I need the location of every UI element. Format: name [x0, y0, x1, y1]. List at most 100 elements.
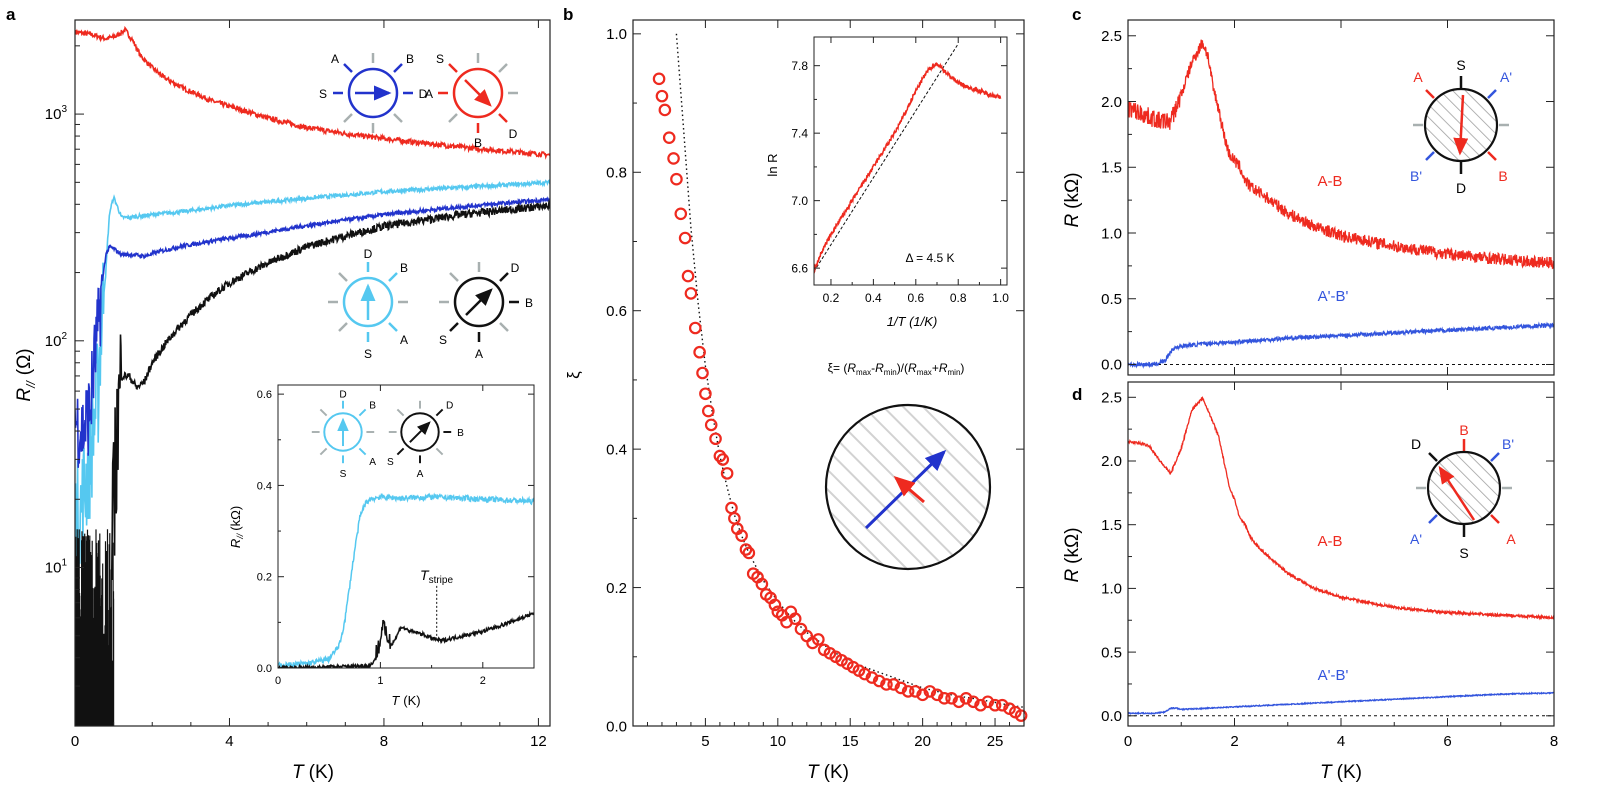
y-tick-label: 0.5: [1101, 291, 1122, 308]
x-tick-label: 0: [1124, 733, 1132, 750]
panel-b-yticks: 0.0 0.2 0.4 0.6 0.8 1.0: [606, 26, 1024, 735]
x-tick-label: 10: [769, 733, 786, 750]
x-tick-label: 2: [1230, 733, 1238, 750]
panel-b-data-point: [988, 698, 1002, 712]
panel-b-data-point: [662, 131, 676, 144]
panel-c-series-ab: [1128, 39, 1554, 270]
panel-a-series-black-noise: [75, 529, 115, 726]
panel-a-inset-ylabel: R//(kΩ): [228, 506, 245, 548]
panel-b-data-point: [713, 449, 727, 463]
y-tick-label: 0.8: [606, 165, 627, 182]
panel-b-inset-xlabel: 1/T (1/K): [887, 314, 938, 329]
panel-c-series-label-ab: A-B: [1317, 173, 1342, 190]
panel-a-yticks: 103 102 101: [45, 45, 84, 687]
panel-label-d: d: [1072, 385, 1082, 404]
panel-a-inset-yticks: 0.0 0.2 0.4 0.6: [257, 389, 534, 675]
panel-b-data-point: [894, 681, 908, 695]
diagram-a-blue-label-b: B: [406, 52, 414, 66]
nematic-director-arrow: [893, 476, 925, 504]
panel-c-series-label-apbp: A'-B': [1318, 288, 1349, 305]
panel-c: 0.0 0.5 1.0 1.5 2.0 2.5 R(kΩ) A-B A'-B' S A A…: [1062, 19, 1555, 376]
diagram-a-lightblue-label-d: D: [364, 247, 373, 261]
x-tick-label: 0: [275, 675, 281, 687]
diagram-c-label-d: D: [1456, 180, 1466, 196]
panel-a-frame: [74, 19, 551, 727]
y-tick-label: 1.0: [606, 26, 627, 43]
panel-a-xticks: 0 4 8 12: [71, 20, 547, 750]
panel-d-series-label-apbp: A'-B': [1318, 667, 1349, 684]
diagram-a-black: D B S A: [439, 261, 533, 361]
panel-b-data-point: [728, 512, 741, 525]
panel-b-data-point: [938, 692, 951, 705]
panel-b-data-point: [735, 529, 748, 542]
xi-formula: ξ= (Rmax-Rmin)/(Rmax+Rmin): [828, 361, 965, 377]
diagram-d-label-a: A: [1506, 531, 1516, 547]
panel-b-inset-ylabel: ln R: [765, 153, 780, 176]
diagram-c-label-b: B: [1498, 168, 1507, 184]
panel-a-xlabel: T (K): [292, 762, 334, 783]
panel-b-data-point: [981, 695, 995, 709]
panel-b-data-point: [709, 432, 722, 446]
diagram-a-red: S A B D: [425, 52, 518, 150]
x-tick-label: 15: [842, 733, 859, 750]
panel-b-data-point: [699, 387, 712, 401]
panel-d-xticks: 0 2 4 6 8: [1124, 382, 1558, 750]
diagram-a-red-label-s: S: [436, 52, 444, 66]
diagram-a-black-label-d: D: [511, 261, 520, 275]
diagram-a-inset-black-label-d: D: [446, 401, 453, 412]
panel-d-plot-area: [1128, 395, 1554, 717]
panel-a-inset-series-lightblue: [278, 492, 534, 668]
x-tick-label: 0.6: [907, 291, 924, 305]
diagram-d-label-s: S: [1459, 545, 1468, 561]
panel-b-data-point: [652, 72, 666, 86]
panel-b-data-point: [974, 698, 987, 712]
panel-a-inset: 0 1 2 0.0 0.2 0.4 0.6 R//(kΩ) T (K) Tstripe D …: [228, 384, 535, 708]
diagram-c-label-a: A: [1413, 69, 1423, 85]
y-tick-label: 0.0: [1101, 357, 1122, 374]
diagram-a-lightblue-label-b: B: [400, 261, 408, 275]
panel-b-data-point: [670, 172, 683, 186]
diagram-d-label-d: D: [1411, 436, 1421, 452]
diagram-a-lightblue-label-a: A: [400, 333, 408, 347]
diagram-c-label-s: S: [1456, 57, 1465, 73]
panel-c-ylabel: R(kΩ): [1062, 172, 1083, 227]
diagram-a-lightblue: D B S A: [328, 247, 408, 361]
y-tick-label: 0.0: [606, 718, 627, 735]
panel-label-a: a: [6, 5, 16, 24]
panel-b-data-point: [678, 231, 692, 245]
panel-b-plot-area: [652, 33, 1028, 722]
panel-b-data-point: [858, 667, 872, 681]
diagram-a-inset-lightblue-label-d: D: [339, 390, 346, 401]
panel-a-inset-xticks: 0 1 2: [275, 385, 486, 687]
y-tick-label: 2.0: [1101, 94, 1122, 111]
panel-b-data-point: [1014, 709, 1028, 722]
x-tick-label: 0.2: [823, 291, 840, 305]
panel-b-data-point: [742, 546, 756, 560]
gap-annotation: Δ = 4.5 K: [905, 251, 954, 265]
y-tick-label: 0.4: [257, 480, 272, 492]
y-tick-label: 0.0: [1101, 708, 1122, 725]
x-tick-label: 0: [71, 733, 79, 750]
diagram-a-red-label-a: A: [425, 87, 433, 101]
panel-b-data-point: [739, 543, 753, 556]
panel-b-data-point: [768, 598, 782, 612]
panel-b-data-point: [930, 688, 944, 702]
y-tick-label: 2.5: [1101, 390, 1122, 407]
panel-b-inset-frame: [813, 36, 1008, 286]
panel-d-ylabel: R(kΩ): [1062, 527, 1083, 582]
panel-b-data-point: [704, 418, 718, 432]
diagram-c-label-bprime: B': [1410, 168, 1422, 184]
y-tick-label: 102: [45, 331, 68, 350]
panel-d-series-label-ab: A-B: [1317, 533, 1342, 550]
y-tick-label: 101: [45, 558, 68, 577]
panel-d-series-ab: [1128, 395, 1554, 621]
x-tick-label: 1: [377, 675, 383, 687]
panel-b-data-point: [696, 366, 709, 380]
panel-b-xlabel: T (K): [807, 762, 849, 783]
panel-b-inset-yticks: 6.6 7.0 7.4 7.8: [791, 59, 1007, 275]
panel-b-data-point: [684, 287, 698, 300]
diagram-a-blue-label-s: S: [319, 87, 327, 101]
panel-a-series-red: [75, 25, 550, 160]
